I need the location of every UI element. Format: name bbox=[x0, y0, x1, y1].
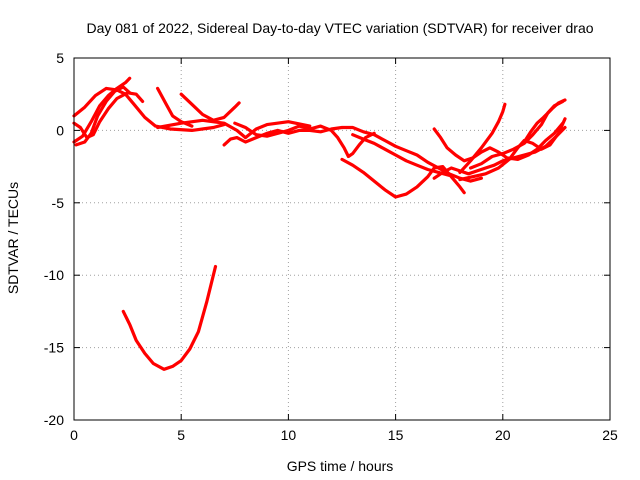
x-tick-label: 15 bbox=[388, 427, 404, 443]
y-tick-label: -10 bbox=[44, 267, 64, 283]
series-line-arc-c bbox=[72, 91, 145, 140]
series-line-arc-k bbox=[351, 133, 451, 177]
series-line-arc-n bbox=[458, 102, 507, 174]
x-tick-label: 5 bbox=[177, 427, 185, 443]
series-line-arc-r bbox=[121, 264, 218, 371]
x-tick-label: 0 bbox=[70, 427, 78, 443]
series-line-arc-g bbox=[156, 118, 312, 140]
plot-frame bbox=[73, 57, 611, 421]
x-tick-label: 25 bbox=[602, 427, 618, 443]
series-line-arc-a bbox=[72, 86, 226, 132]
y-tick-label: -5 bbox=[52, 195, 65, 211]
data-series bbox=[72, 76, 567, 371]
y-axis-label: SDTVAR / TECUs bbox=[5, 182, 21, 294]
x-axis-label: GPS time / hours bbox=[287, 458, 394, 474]
axis-ticks: 0 5 10 15 20 25 -20 -15 -10 -5 0 5 bbox=[44, 50, 618, 443]
y-tick-label: -15 bbox=[44, 340, 64, 356]
series-line-arc-i bbox=[233, 121, 376, 159]
series-line-arc-m bbox=[432, 121, 565, 163]
y-tick-label: 5 bbox=[56, 50, 64, 66]
chart-title: Day 081 of 2022, Sidereal Day-to-day VTE… bbox=[86, 20, 593, 36]
x-tick-label: 20 bbox=[495, 427, 511, 443]
x-tick-label: 10 bbox=[281, 427, 297, 443]
series-line-arc-d bbox=[74, 85, 132, 147]
grid-lines bbox=[74, 58, 610, 420]
series-line-arc-q bbox=[522, 98, 567, 144]
series-line-arc-p bbox=[458, 117, 567, 182]
y-tick-label: -20 bbox=[44, 412, 64, 428]
y-tick-label: 0 bbox=[56, 122, 64, 138]
